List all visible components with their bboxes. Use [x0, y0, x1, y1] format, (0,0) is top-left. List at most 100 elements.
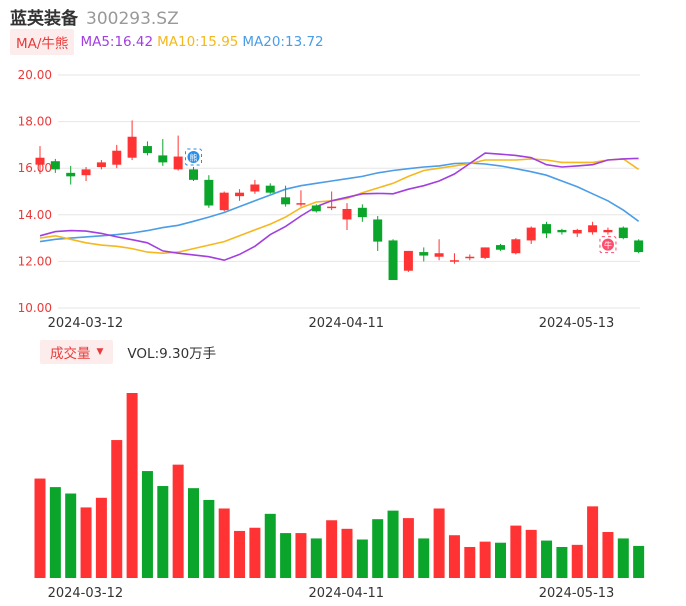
ma-indicator-selector[interactable]: MA/牛熊	[10, 29, 75, 55]
stock-name: 蓝英装备	[10, 9, 78, 29]
x-tick-label: 2024-03-12	[48, 586, 124, 601]
candle	[204, 175, 214, 208]
candle-body	[542, 224, 552, 234]
candle-body	[112, 150, 122, 165]
candle-body	[480, 247, 490, 258]
candle-body	[342, 208, 352, 220]
candle	[142, 141, 152, 156]
volume-bar	[95, 497, 107, 578]
candle-body	[265, 185, 275, 193]
candle-body	[496, 245, 505, 250]
candle	[96, 160, 106, 170]
candle	[557, 228, 567, 235]
volume-bar	[433, 508, 445, 578]
volume-bar	[541, 540, 553, 578]
candle-body	[403, 250, 413, 271]
candle-body	[281, 197, 291, 205]
volume-bar	[326, 520, 338, 578]
candle	[189, 167, 198, 182]
y-tick-label: 10.00	[18, 301, 52, 315]
candle	[526, 226, 536, 244]
caret-down-icon: ▼	[96, 347, 104, 357]
volume-bar	[249, 527, 261, 578]
volume-indicator-selector[interactable]: 成交量 ▼	[40, 340, 114, 364]
volume-bar	[617, 538, 629, 578]
candle-body	[327, 206, 337, 209]
candle	[81, 167, 91, 182]
signal-markers: 熊牛	[185, 148, 617, 254]
candle-body	[219, 192, 229, 211]
candle-body	[81, 169, 91, 176]
candle	[296, 190, 306, 207]
volume-bar	[633, 545, 645, 578]
price-axis: 20.00 18.00 16.00 14.00 12.00 10.00	[18, 68, 52, 315]
ma20-line	[39, 162, 640, 243]
candle	[603, 227, 613, 235]
candle	[618, 226, 628, 240]
ma-legend: MA/牛熊 MA5:16.42 MA10:15.95 MA20:13.72	[10, 29, 328, 55]
volume-legend: 成交量 ▼ VOL:9.30万手	[40, 340, 217, 364]
volume-bar	[510, 525, 522, 578]
candle	[327, 191, 337, 211]
volume-bar	[218, 508, 230, 578]
candle	[634, 239, 644, 254]
candle	[572, 228, 582, 237]
date-axis-bottom: 2024-03-12 2024-04-11 2024-05-13	[48, 586, 615, 601]
candle-body	[526, 227, 536, 241]
x-tick-label: 2024-05-13	[539, 586, 615, 601]
candle	[235, 189, 245, 201]
bear-signal-icon-badge	[187, 151, 200, 164]
candle-body	[618, 227, 628, 239]
candle-body	[357, 207, 367, 218]
candle	[127, 120, 137, 161]
candle-body	[572, 229, 582, 234]
bull-signal-icon-badge	[601, 238, 614, 251]
volume-bar	[495, 542, 506, 578]
date-axis-top: 2024-03-12 2024-04-11 2024-05-13	[48, 316, 615, 331]
volume-bar	[172, 464, 184, 578]
volume-bar	[418, 538, 430, 578]
candle-body	[311, 205, 321, 212]
candle	[434, 239, 444, 261]
volume-value: VOL:9.30万手	[127, 346, 217, 362]
candle-body	[173, 156, 183, 170]
candle	[250, 179, 260, 194]
volume-bar	[387, 510, 399, 578]
candle	[357, 204, 367, 222]
candle	[419, 247, 429, 262]
candle-body	[465, 256, 475, 259]
candle	[342, 203, 352, 230]
volume-bar	[141, 471, 153, 578]
stock-code: 300293.SZ	[86, 9, 179, 29]
candle	[403, 250, 413, 272]
volume-bar	[556, 546, 568, 578]
candle	[66, 165, 76, 185]
candle-body	[50, 161, 60, 170]
candle-body	[189, 169, 198, 180]
volume-bar	[49, 487, 61, 578]
candle-body	[35, 157, 45, 165]
candle-body	[373, 219, 383, 242]
volume-bar	[602, 532, 614, 578]
y-tick-label: 14.00	[18, 208, 52, 222]
candle-body	[449, 260, 459, 262]
volume-bar	[341, 528, 353, 578]
x-tick-label: 2024-04-11	[309, 316, 385, 331]
price-grid	[58, 74, 640, 309]
x-tick-label: 2024-03-12	[48, 316, 124, 331]
candle	[265, 183, 275, 194]
candle-body	[603, 229, 613, 233]
bear-signal-icon: 熊	[185, 148, 202, 166]
candle	[588, 221, 598, 235]
volume-bar	[571, 544, 583, 578]
candle	[50, 158, 60, 173]
candle-body	[511, 239, 521, 254]
x-tick-label: 2024-04-11	[309, 586, 385, 601]
candle-body	[434, 253, 444, 257]
candle	[35, 146, 45, 175]
stock-header: 蓝英装备 300293.SZ	[10, 4, 179, 29]
candle	[465, 254, 475, 261]
candlesticks	[35, 120, 644, 281]
volume-bar	[126, 393, 138, 578]
